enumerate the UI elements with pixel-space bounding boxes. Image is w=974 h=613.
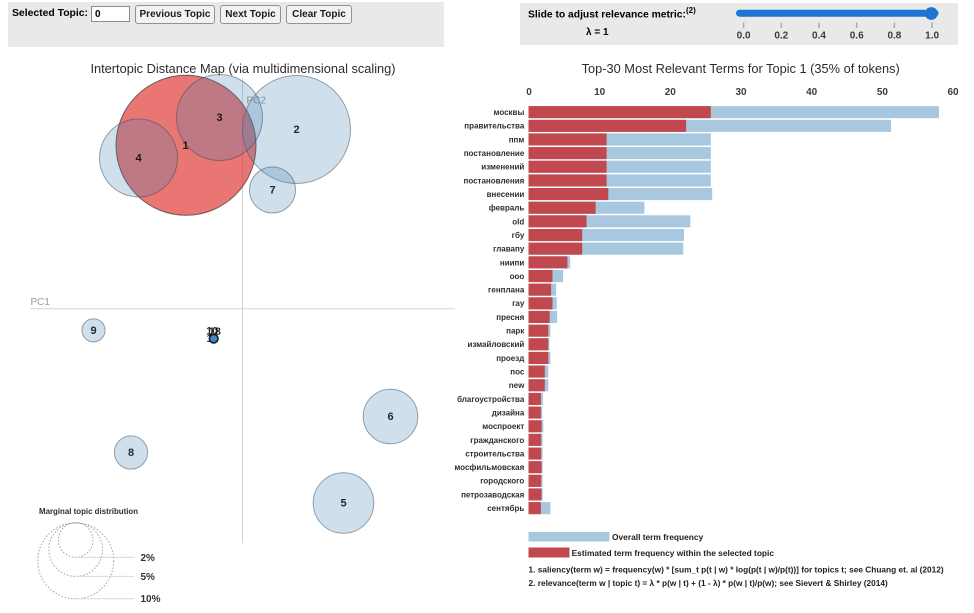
svg-text:мосфильмовская: мосфильмовская <box>454 463 524 472</box>
svg-text:0: 0 <box>526 87 532 98</box>
svg-text:2: 2 <box>293 124 299 136</box>
svg-text:10: 10 <box>594 87 606 98</box>
svg-text:гау: гау <box>512 299 525 308</box>
svg-text:0.4: 0.4 <box>812 31 826 42</box>
svg-text:постановление: постановление <box>464 149 525 158</box>
svg-text:0.2: 0.2 <box>774 31 788 42</box>
svg-text:new: new <box>509 381 525 390</box>
svg-text:30: 30 <box>735 87 747 98</box>
svg-text:9: 9 <box>90 325 96 337</box>
svg-text:Top-30 Most Relevant Terms for: Top-30 Most Relevant Terms for Topic 1 (… <box>582 61 900 76</box>
svg-text:сентябрь: сентябрь <box>487 504 524 513</box>
svg-text:8: 8 <box>128 447 134 459</box>
svg-text:благоустройства: благоустройства <box>457 395 525 404</box>
svg-text:внесении: внесении <box>487 190 525 199</box>
svg-text:0.6: 0.6 <box>850 31 864 42</box>
svg-text:гражданского: гражданского <box>470 436 524 445</box>
svg-text:1: 1 <box>182 140 188 152</box>
svg-text:генплана: генплана <box>488 286 525 295</box>
svg-text:гбу: гбу <box>512 231 525 240</box>
svg-text:PC2: PC2 <box>247 96 267 107</box>
svg-text:ниипи: ниипи <box>500 258 525 267</box>
svg-text:городского: городского <box>480 477 524 486</box>
svg-text:Intertopic Distance Map (via m: Intertopic Distance Map (via multidimens… <box>90 61 395 76</box>
svg-text:old: old <box>512 217 524 226</box>
svg-text:1.0: 1.0 <box>925 31 939 42</box>
svg-text:измайловский: измайловский <box>468 340 525 349</box>
svg-text:5%: 5% <box>141 572 156 583</box>
svg-text:0.0: 0.0 <box>737 31 751 42</box>
svg-text:40: 40 <box>806 87 818 98</box>
svg-text:Marginal topic distribution: Marginal topic distribution <box>39 507 138 516</box>
svg-text:1. saliency(term w) = frequenc: 1. saliency(term w) = frequency(w) * [su… <box>529 565 944 575</box>
svg-text:постановления: постановления <box>463 176 524 185</box>
svg-text:правительства: правительства <box>464 122 525 131</box>
svg-text:10%: 10% <box>141 594 161 605</box>
svg-text:ооо: ооо <box>510 272 525 281</box>
svg-text:PC1: PC1 <box>31 297 51 308</box>
svg-text:6: 6 <box>387 411 393 423</box>
svg-text:2%: 2% <box>141 553 156 564</box>
svg-text:3: 3 <box>216 112 222 124</box>
svg-text:0.8: 0.8 <box>887 31 901 42</box>
svg-text:москвы: москвы <box>494 108 525 117</box>
svg-text:изменений: изменений <box>481 163 524 172</box>
svg-text:петрозаводская: петрозаводская <box>461 490 525 499</box>
svg-text:7: 7 <box>269 185 275 197</box>
svg-text:50: 50 <box>877 87 889 98</box>
svg-text:пос: пос <box>510 368 525 377</box>
svg-text:4: 4 <box>135 153 142 165</box>
svg-text:ппм: ппм <box>509 135 525 144</box>
svg-text:главапу: главапу <box>493 245 525 254</box>
svg-text:60: 60 <box>947 87 959 98</box>
svg-text:проезд: проезд <box>496 354 524 363</box>
svg-text:Estimated term frequency withi: Estimated term frequency within the sele… <box>572 548 775 558</box>
svg-text:Overall term frequency: Overall term frequency <box>612 532 704 542</box>
svg-text:2. relevance(term w | topic t): 2. relevance(term w | topic t) = λ * p(w… <box>529 578 888 588</box>
svg-text:моспроект: моспроект <box>482 422 524 431</box>
svg-text:20: 20 <box>665 87 677 98</box>
svg-text:строительства: строительства <box>465 449 525 458</box>
svg-text:февраль: февраль <box>489 204 525 213</box>
svg-text:пресня: пресня <box>496 313 524 322</box>
svg-text:5: 5 <box>340 498 346 510</box>
svg-text:дизайна: дизайна <box>492 409 525 418</box>
svg-text:парк: парк <box>506 327 525 336</box>
